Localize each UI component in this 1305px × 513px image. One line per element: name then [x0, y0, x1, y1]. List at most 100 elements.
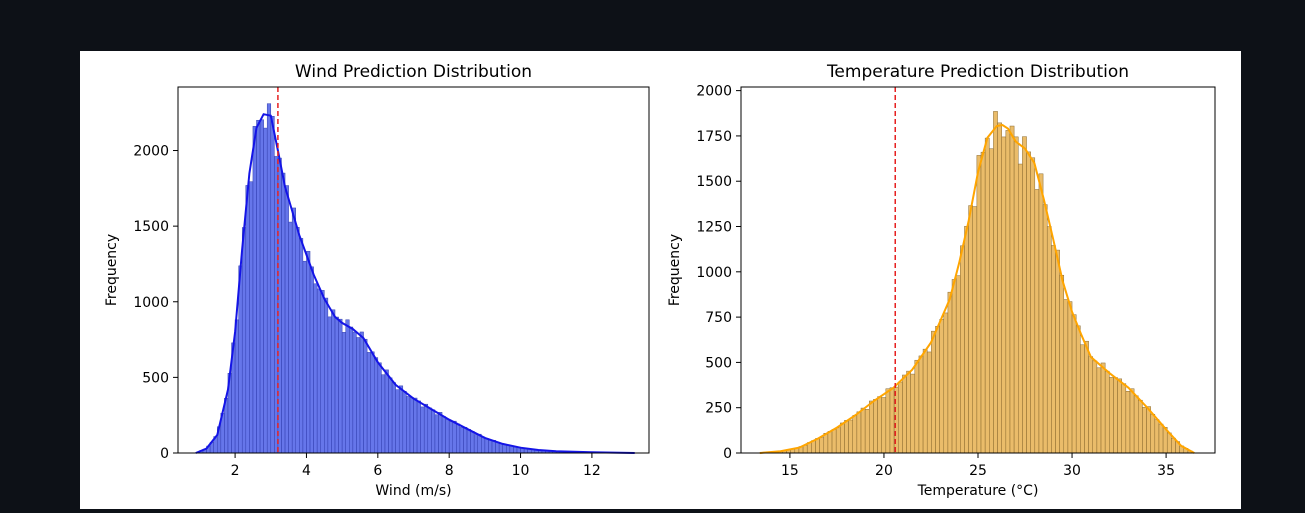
histogram-bar: [485, 439, 489, 453]
histogram-bar: [474, 435, 478, 453]
histogram-bar: [353, 332, 357, 453]
histogram-bar: [317, 289, 321, 453]
histogram-bar: [1010, 126, 1014, 453]
histogram-bar: [998, 123, 1002, 453]
histogram-bar: [378, 363, 382, 453]
histogram-bar: [1027, 152, 1031, 453]
x-axis-label: Temperature (°C): [917, 483, 1039, 499]
histogram-bar: [935, 326, 939, 453]
histogram-bar: [919, 356, 923, 453]
histogram-bar: [985, 138, 989, 453]
histogram-bar: [257, 120, 261, 453]
histogram-bar: [1105, 371, 1109, 453]
histogram-bar: [844, 420, 848, 453]
histogram-bar: [1147, 407, 1151, 453]
histogram-bar: [242, 227, 246, 453]
histogram-bar: [471, 431, 475, 453]
y-axis-label: Frequency: [104, 234, 120, 306]
histogram-bar: [403, 391, 407, 453]
histogram-bar: [1151, 414, 1155, 453]
histogram-bar: [989, 149, 993, 453]
histogram-bar: [342, 332, 346, 453]
histogram-bar: [235, 320, 239, 453]
histogram-bar: [1055, 250, 1059, 453]
histogram-bar: [923, 349, 927, 453]
histogram-bar: [249, 182, 253, 453]
x-tick-label: 30: [1063, 463, 1081, 479]
histogram-bar: [360, 332, 364, 453]
histogram-bar: [424, 404, 428, 453]
y-tick-label: 0: [723, 446, 732, 462]
histogram-bar: [960, 246, 964, 453]
histogram-bar: [385, 370, 389, 453]
histogram-bar: [907, 371, 911, 453]
histogram-bar: [1035, 189, 1039, 453]
histogram-bar: [1155, 420, 1159, 453]
histogram-bar: [271, 116, 275, 453]
histogram-bar: [1159, 424, 1163, 453]
x-axis-label: Wind (m/s): [375, 483, 451, 499]
histogram-bar: [1031, 158, 1035, 453]
histogram-bar: [374, 358, 378, 453]
x-tick-label: 6: [373, 463, 382, 479]
histogram-bar: [931, 331, 935, 453]
histogram-bar: [890, 388, 894, 453]
histogram-bar: [264, 128, 268, 453]
histogram-bar: [331, 310, 335, 453]
x-tick-label: 8: [445, 463, 454, 479]
histogram-bar: [1101, 363, 1105, 453]
histogram-bar: [321, 290, 325, 453]
y-tick-label: 2000: [133, 144, 169, 160]
histogram-bar: [478, 434, 482, 453]
histogram-bar: [1043, 205, 1047, 453]
histogram-bar: [328, 317, 332, 453]
histogram-bar: [1109, 377, 1113, 453]
histogram-bar: [435, 415, 439, 453]
histogram-bar: [438, 412, 442, 453]
x-tick-label: 12: [583, 463, 601, 479]
histogram-bar: [389, 378, 393, 453]
histogram-bar: [335, 317, 339, 453]
y-tick-label: 500: [705, 355, 732, 371]
y-tick-label: 1500: [696, 174, 732, 190]
histogram-bar: [410, 398, 414, 453]
histogram-bar: [496, 442, 500, 453]
histogram-bar: [310, 267, 314, 453]
x-tick-label: 10: [512, 463, 530, 479]
histogram-bar: [882, 397, 886, 453]
histogram-bar: [969, 206, 973, 453]
histogram-bar: [467, 429, 471, 453]
x-tick-label: 35: [1157, 463, 1175, 479]
histogram-bar: [346, 320, 350, 453]
histogram-bar: [911, 374, 915, 453]
histogram-bar: [832, 429, 836, 453]
histogram-bar: [281, 173, 285, 453]
histogram-bar: [381, 375, 385, 453]
histogram-bar: [1076, 326, 1080, 453]
histogram-bar: [1080, 345, 1084, 453]
histogram-bar: [1047, 227, 1051, 453]
histogram-bar: [292, 208, 296, 453]
histogram-bar: [1093, 361, 1097, 453]
histogram-bar: [849, 420, 853, 453]
histogram-bar: [253, 126, 257, 453]
histogram-bar: [367, 352, 371, 453]
histogram-bar: [836, 428, 840, 453]
histogram-bar: [898, 382, 902, 453]
histogram-bar: [853, 415, 857, 453]
histogram-bar: [339, 319, 343, 453]
histogram-bar: [940, 319, 944, 453]
histogram-bar: [314, 284, 318, 453]
histogram-bar: [246, 185, 250, 453]
histogram-bar: [453, 421, 457, 453]
histogram-bar: [356, 337, 360, 453]
histogram-bar: [865, 409, 869, 453]
histogram-bar: [869, 401, 873, 453]
y-tick-label: 2000: [696, 84, 732, 100]
histogram-bar: [993, 111, 997, 453]
histogram-bar: [296, 227, 300, 453]
histogram-bar: [428, 408, 432, 453]
